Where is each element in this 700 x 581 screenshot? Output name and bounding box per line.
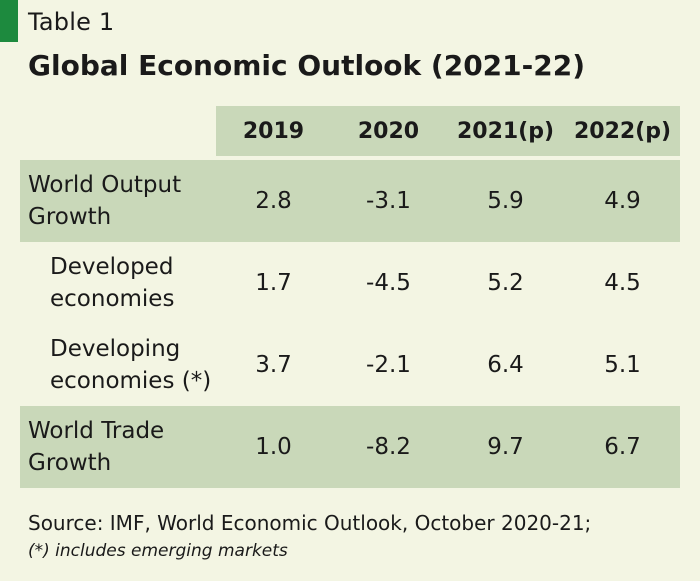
cell-value: 5.9: [487, 188, 524, 214]
header-row: 2019 2020 2021(p) 2022(p): [20, 106, 680, 156]
row-label-line1: Developed: [50, 254, 174, 280]
row-label-line2: Growth: [28, 204, 112, 230]
economic-outlook-table: 2019 2020 2021(p) 2022(p) World Output G…: [20, 106, 680, 488]
page-title: Global Economic Outlook (2021-22): [28, 49, 586, 82]
table-row-developing: Developing economies (*) 3.7 -2.1 6.4 5.…: [20, 324, 680, 406]
cell-value: 1.7: [255, 270, 292, 296]
cell-value: 9.7: [487, 434, 524, 460]
cell-value: 6.7: [604, 434, 641, 460]
row-label-line2: economies: [50, 286, 175, 312]
cell-value: 6.4: [487, 352, 524, 378]
row-label: Developing economies (*): [20, 333, 216, 397]
row-label-line2: economies (*): [50, 368, 212, 394]
source-note: Source: IMF, World Economic Outlook, Oct…: [28, 511, 592, 535]
table-row-world-output: World Output Growth 2.8 -3.1 5.9 4.9: [20, 160, 680, 242]
row-label-line1: World Output: [28, 172, 182, 198]
cell-value: 4.5: [604, 270, 641, 296]
cell-value: 5.1: [604, 352, 641, 378]
row-label-line1: Developing: [50, 336, 181, 362]
cell-value: -3.1: [366, 188, 411, 214]
column-header-2019: 2019: [216, 106, 331, 156]
column-header-2022p: 2022(p): [565, 106, 680, 156]
column-header-2020: 2020: [331, 106, 446, 156]
column-header-2021p: 2021(p): [446, 106, 565, 156]
table-row-developed: Developed economies 1.7 -4.5 5.2 4.5: [20, 242, 680, 324]
table-row-world-trade: World Trade Growth 1.0 -8.2 9.7 6.7: [20, 406, 680, 488]
footnote: (*) includes emerging markets: [28, 541, 288, 561]
cell-value: -4.5: [366, 270, 411, 296]
cell-value: 1.0: [255, 434, 292, 460]
cell-value: 2.8: [255, 188, 292, 214]
cell-value: -8.2: [366, 434, 411, 460]
header-blank-cell: [20, 106, 216, 156]
cell-value: 3.7: [255, 352, 292, 378]
row-label-line2: Growth: [28, 450, 112, 476]
accent-bar: [0, 0, 18, 42]
cell-value: 5.2: [487, 270, 524, 296]
row-label: Developed economies: [20, 251, 216, 315]
row-label: World Trade Growth: [20, 415, 216, 479]
cell-value: 4.9: [604, 188, 641, 214]
table-label: Table 1: [28, 8, 115, 36]
row-label-line1: World Trade: [28, 418, 165, 444]
cell-value: -2.1: [366, 352, 411, 378]
row-label: World Output Growth: [20, 169, 216, 233]
